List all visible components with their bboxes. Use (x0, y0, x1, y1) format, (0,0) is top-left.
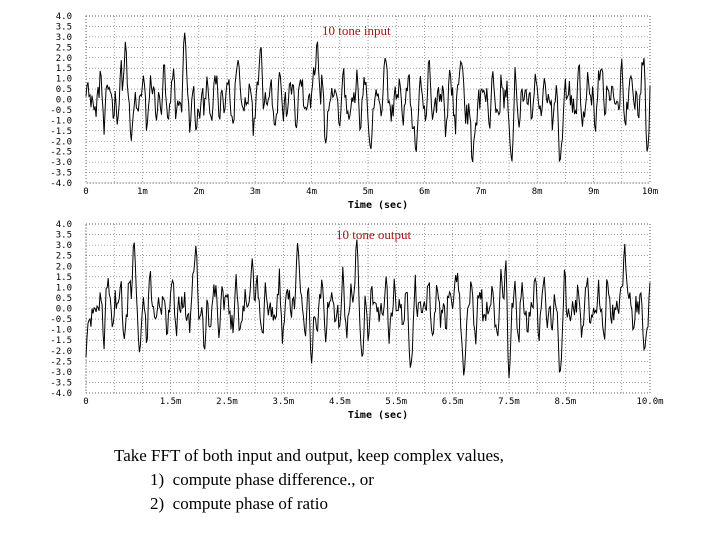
x-tick-label: 8.5m (555, 397, 577, 407)
y-tick-label: -0.5 (50, 106, 72, 116)
y-tick-label: 4.0 (56, 12, 72, 22)
x-axis-label: Time (sec) (348, 409, 408, 421)
y-tick-label: 4.0 (56, 220, 72, 230)
y-tick-label: -3.0 (50, 368, 72, 378)
y-tick-label: 1.0 (56, 75, 72, 85)
x-tick-labels: 0 1.5m 2.5m 3.5m 4.5m 5.5m 6.5m 7.5m 8.5m 10.0m (83, 397, 663, 407)
y-tick-label: -4.0 (50, 179, 72, 189)
x-tick-label: 4.5m (329, 397, 351, 407)
y-tick-label: -2.0 (50, 347, 72, 357)
y-tick-labels: 4.03.53.02.52.01.51.00.50.0-0.5-1.0-1.5-… (50, 220, 72, 399)
x-tick-label: 2.5m (216, 397, 238, 407)
x-tick-label: 1m (137, 187, 148, 197)
x-tick-label: 7m (475, 187, 486, 197)
plot-frame (85, 15, 651, 184)
y-tick-label: 2.5 (56, 252, 72, 262)
y-tick-label: -2.5 (50, 148, 72, 158)
y-tick-label: -2.5 (50, 357, 72, 367)
y-tick-label: -4.0 (50, 389, 72, 399)
caption: Take FFT of both input and output, keep … (114, 444, 704, 516)
caption-item-1: 1) compute phase difference., or (150, 470, 374, 489)
x-tick-label: 9m (588, 187, 599, 197)
y-tick-label: 2.0 (56, 262, 72, 272)
x-tick-label: 2m (193, 187, 204, 197)
input-waveform-chart: 4.03.53.02.52.01.51.00.50.0-0.5-1.0-1.5-… (50, 12, 658, 211)
x-tick-label: 10.0m (636, 397, 663, 407)
y-tick-label: -1.0 (50, 326, 72, 336)
y-tick-label: 0.5 (56, 85, 72, 95)
caption-line: Take FFT of both input and output, keep … (114, 446, 504, 465)
y-tick-label: -1.0 (50, 116, 72, 126)
x-tick-label: 8m (532, 187, 543, 197)
y-tick-label: 3.5 (56, 22, 72, 32)
chart-title: 10 tone output (336, 227, 411, 242)
x-tick-label: 6m (419, 187, 430, 197)
y-tick-label: -3.5 (50, 378, 72, 388)
y-tick-label: -1.5 (50, 127, 72, 137)
x-axis-label: Time (sec) (348, 199, 408, 211)
x-tick-label: 10m (642, 187, 658, 197)
x-tick-label: 0 (83, 187, 88, 197)
y-tick-label: -3.0 (50, 158, 72, 168)
plot-frame (85, 223, 651, 394)
chart-title: 10 tone input (322, 23, 391, 38)
x-tick-label: 3.5m (273, 397, 295, 407)
y-tick-label: 0.0 (56, 305, 72, 315)
grid (85, 223, 651, 394)
caption-item-2: 2) compute phase of ratio (150, 494, 328, 513)
y-tick-label: 3.0 (56, 241, 72, 251)
x-tick-label: 7.5m (498, 397, 520, 407)
y-tick-labels: 4.03.53.02.52.01.51.00.50.0-0.5-1.0-1.5-… (50, 12, 72, 189)
grid (85, 15, 651, 184)
y-tick-label: 1.0 (56, 283, 72, 293)
y-tick-label: -3.5 (50, 169, 72, 179)
x-tick-label: 4m (306, 187, 317, 197)
output-waveform-chart: 4.03.53.02.52.01.51.00.50.0-0.5-1.0-1.5-… (50, 220, 663, 421)
y-tick-label: 1.5 (56, 64, 72, 74)
input-signal-line (85, 32, 651, 163)
x-tick-label: 1.5m (160, 397, 182, 407)
x-tick-label: 0 (83, 397, 88, 407)
y-tick-label: 3.5 (56, 231, 72, 241)
y-tick-label: 2.5 (56, 43, 72, 53)
y-tick-label: 0.5 (56, 294, 72, 304)
output-signal-line (85, 239, 651, 379)
x-tick-label: 6.5m (442, 397, 464, 407)
y-tick-label: 2.0 (56, 54, 72, 64)
y-tick-label: 0.0 (56, 96, 72, 106)
x-tick-label: 3m (250, 187, 261, 197)
y-tick-label: -1.5 (50, 336, 72, 346)
y-tick-label: -0.5 (50, 315, 72, 325)
y-tick-label: 3.0 (56, 33, 72, 43)
x-tick-label: 5.5m (385, 397, 407, 407)
x-tick-label: 5m (363, 187, 374, 197)
x-tick-labels: 0 1m 2m 3m 4m 5m 6m 7m 8m 9m 10m (83, 187, 658, 197)
y-tick-label: -2.0 (50, 137, 72, 147)
y-tick-label: 1.5 (56, 273, 72, 283)
